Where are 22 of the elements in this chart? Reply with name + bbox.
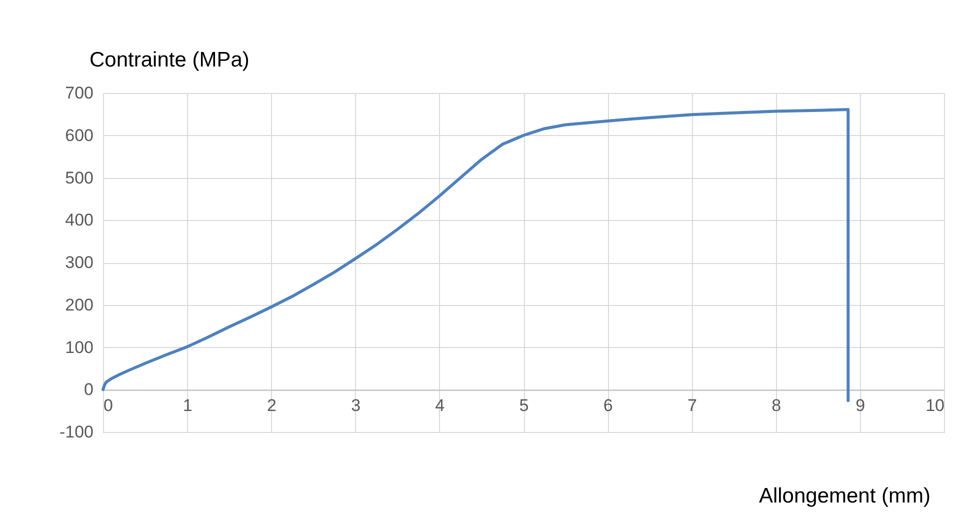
x-tick-label: 5: [519, 396, 529, 416]
x-tick-label: 4: [435, 396, 445, 416]
y-tick-label: 100: [65, 338, 94, 357]
x-tick-label: 3: [351, 396, 361, 416]
y-tick-label: 200: [65, 295, 94, 314]
x-tick-label: 0: [104, 396, 113, 416]
y-tick-label: 600: [65, 126, 94, 145]
x-tick-label: 7: [687, 396, 697, 416]
y-tick-label: 0: [84, 380, 94, 400]
y-tick-label: -100: [59, 422, 94, 442]
y-tick-label: 500: [65, 168, 94, 188]
x-tick-label: 9: [856, 396, 866, 416]
x-axis-title: Allongement (mm): [758, 484, 930, 508]
x-tick-label: 10: [926, 396, 944, 416]
x-tick-label: 1: [182, 396, 192, 416]
x-tick-label: 8: [772, 396, 782, 416]
x-tick-label: 2: [266, 396, 276, 416]
y-axis-title: Contrainte (MPa): [90, 48, 250, 72]
y-tick-label: 300: [65, 253, 94, 272]
x-tick-label: 6: [603, 396, 613, 416]
y-tick-label: 700: [65, 84, 94, 102]
y-tick-label: 400: [65, 210, 94, 230]
